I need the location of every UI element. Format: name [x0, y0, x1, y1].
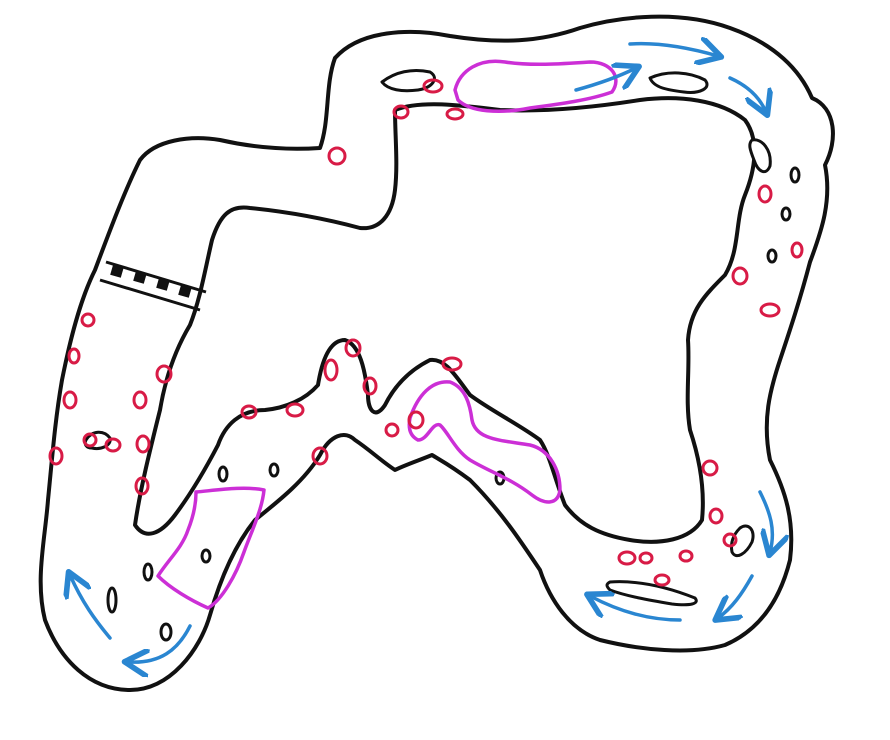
hazard-marker [311, 446, 329, 466]
pebble-6 [200, 548, 212, 564]
hazard-marker [240, 404, 258, 420]
hazard-marker [134, 476, 150, 496]
pebble-1 [789, 166, 801, 184]
hazard-marker [653, 573, 671, 587]
flow-arrow [718, 574, 754, 618]
flow-arrow [728, 76, 766, 112]
hazard-marker [678, 549, 694, 563]
hazard-marker [759, 302, 781, 318]
hazard-marker [392, 104, 410, 120]
flow-arrows [70, 44, 772, 663]
hazard-marker [80, 312, 96, 328]
hazard-marker [445, 107, 465, 121]
pebble-2 [780, 206, 792, 222]
flow-arrow [574, 68, 636, 92]
hazard-marker [422, 78, 444, 94]
pebble-8 [106, 586, 118, 614]
hazard-marker [384, 422, 400, 438]
hazard-marker [638, 551, 654, 565]
hazard-marker [155, 364, 173, 384]
pebble-5 [268, 462, 280, 478]
island-top-left [380, 68, 436, 93]
hazard-marker [285, 402, 305, 418]
hazard-marker [731, 266, 749, 286]
zone-bottom-left [156, 486, 266, 610]
flow-arrow [758, 490, 772, 552]
hazard-marker [441, 356, 463, 372]
hazard-marker [135, 434, 151, 454]
hazard-marker [701, 459, 719, 477]
checker-cell [133, 270, 147, 284]
hazard-marker [323, 358, 339, 382]
hazard-marker [62, 390, 78, 410]
pebble-9 [159, 622, 173, 642]
checker-cell [156, 277, 170, 291]
pebble-7 [142, 562, 154, 582]
pebble-4 [217, 465, 229, 483]
checker-cell [178, 284, 192, 298]
hazard-marker [82, 432, 98, 448]
hazard-marker [132, 390, 148, 410]
hazard-marker [67, 347, 81, 365]
checker-cell [110, 264, 124, 278]
start-finish-gate [99, 260, 207, 312]
flow-arrow [628, 44, 718, 56]
hazard-markers [48, 78, 804, 587]
flow-arrow [70, 575, 112, 640]
hazard-marker [708, 507, 724, 525]
zone-middle [407, 380, 562, 504]
hazard-marker [327, 146, 347, 166]
hazard-marker [617, 550, 637, 566]
flow-arrow [590, 596, 682, 622]
hazard-marker [344, 338, 362, 358]
hazard-marker [790, 241, 804, 259]
hazard-marker [104, 437, 122, 453]
island-right-upper [748, 138, 772, 174]
hazard-marker [362, 376, 378, 396]
hazard-marker [757, 184, 773, 204]
hazard-marker [722, 532, 738, 548]
island-right-lower [730, 524, 755, 558]
flow-arrow [128, 624, 192, 662]
track-outline [38, 14, 835, 692]
island-bottom-long [605, 580, 698, 607]
hazard-marker [48, 446, 64, 466]
pebble-3 [766, 248, 778, 264]
hazard-marker [407, 410, 425, 430]
island-top-right [648, 71, 709, 94]
inner-islands [83, 68, 801, 642]
